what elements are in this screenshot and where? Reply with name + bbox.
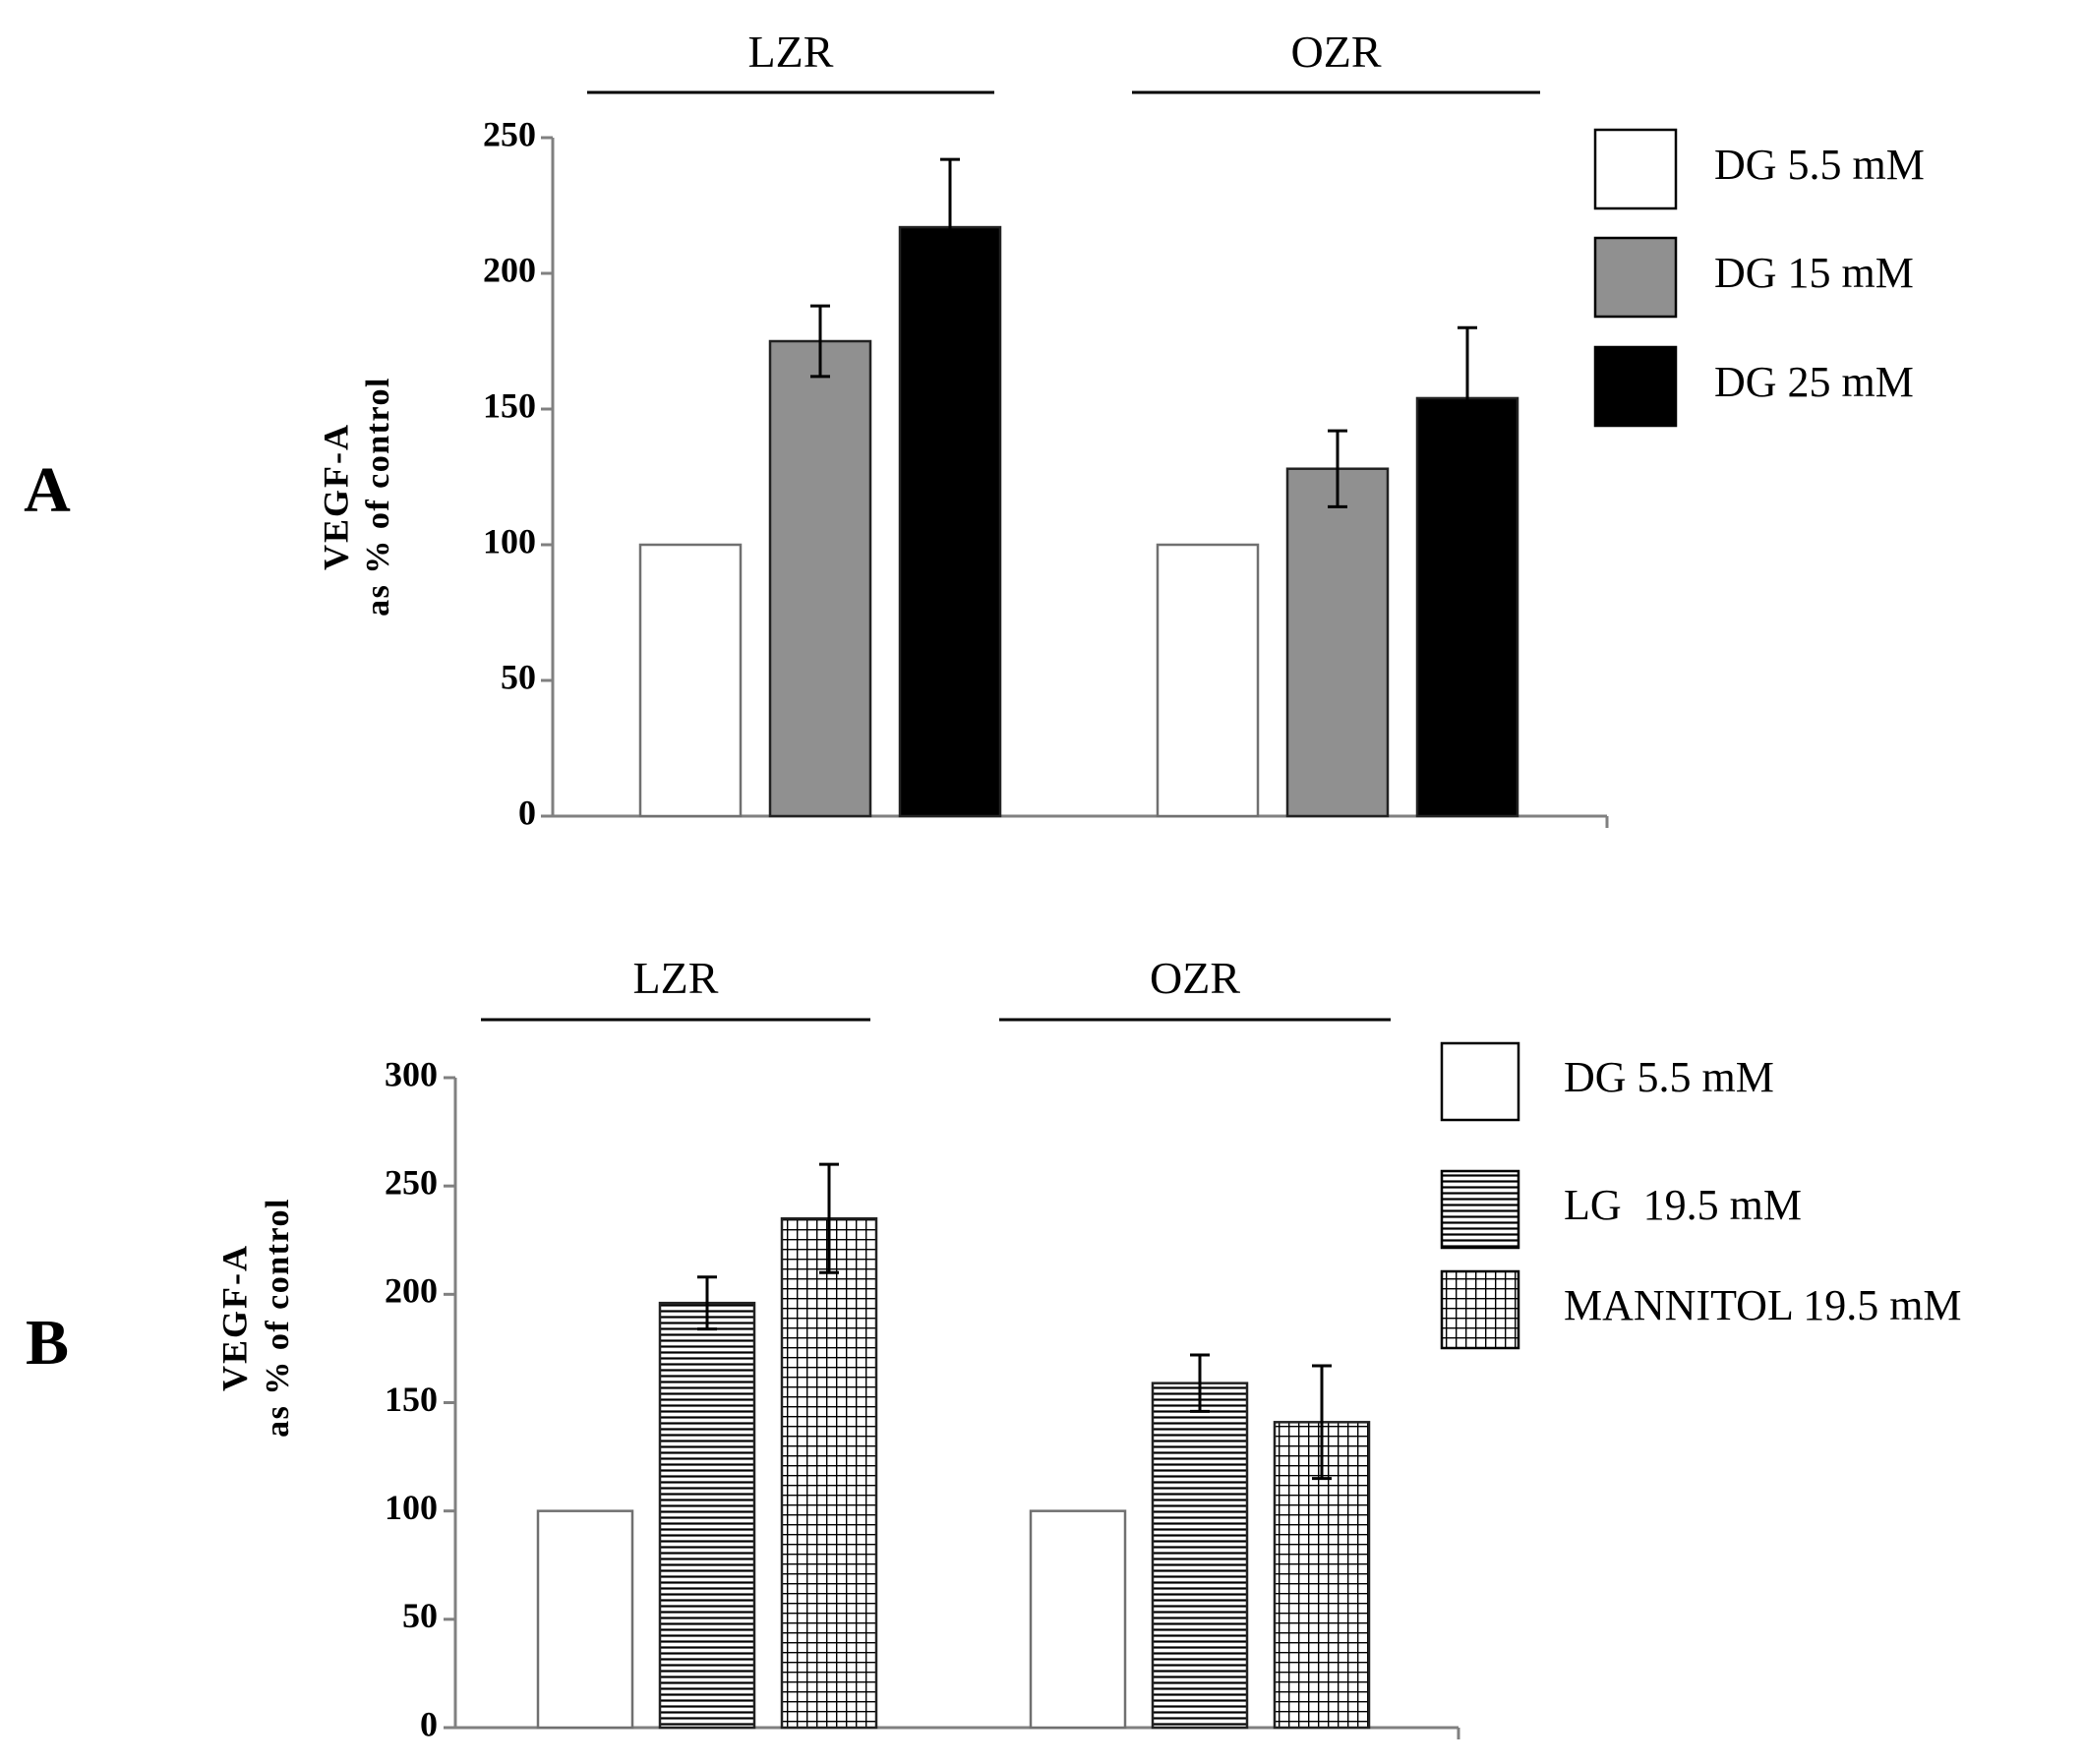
legend-swatch-1 [1440, 1169, 1520, 1250]
legend-swatch-0 [1593, 128, 1678, 210]
y-tick-label: 250 [385, 1162, 438, 1202]
panel-label: B [26, 1307, 69, 1379]
legend: DG 5.5 mM DG 15 mM DG 25 mM [1593, 128, 1925, 428]
bar-ozr-series-1 [1285, 467, 1390, 818]
bar-ozr-series-1 [1151, 1382, 1249, 1730]
y-tick-label: 100 [483, 521, 536, 560]
legend-swatch-0 [1440, 1041, 1520, 1122]
y-tick-label: 250 [483, 114, 536, 153]
y-tick-label: 200 [385, 1271, 438, 1311]
panel-label: A [24, 454, 71, 526]
legend-swatch-2 [1440, 1269, 1520, 1350]
legend-label-1: LG 19.5 mM [1564, 1181, 1802, 1229]
y-tick-label: 150 [483, 385, 536, 425]
y-tick-label: 150 [385, 1380, 438, 1419]
bar-lzr-series-2 [898, 225, 1002, 818]
group-label-ozr: OZR [1150, 953, 1240, 1003]
legend-label-2: DG 25 mM [1714, 358, 1914, 406]
y-axis-title: VEGF-A [214, 1244, 254, 1391]
chart-panel-b: B VEGF-A as % of control 0 50 100 150 200 250 300… [26, 953, 1962, 1743]
bar-lzr-series-0 [638, 543, 743, 818]
bar-lzr-series-1 [768, 339, 872, 818]
bar-ozr-series-0 [1029, 1509, 1127, 1730]
legend-label-2: MANNITOL 19.5 mM [1564, 1281, 1962, 1329]
bar-lzr-series-1 [658, 1301, 756, 1730]
y-tick-label: 100 [385, 1488, 438, 1527]
y-tick-label: 200 [483, 250, 536, 289]
y-axis-subtitle: as % of control [360, 377, 396, 617]
y-axis-subtitle: as % of control [260, 1198, 296, 1438]
y-tick-label: 0 [420, 1704, 438, 1743]
y-axis-title: VEGF-A [316, 423, 355, 570]
group-label-lzr: LZR [748, 27, 834, 77]
legend-label-1: DG 15 mM [1714, 249, 1914, 297]
y-tick-label: 50 [402, 1596, 438, 1635]
bar-lzr-series-2 [780, 1216, 878, 1730]
y-tick-label: 0 [518, 793, 536, 832]
legend-swatch-1 [1593, 236, 1678, 319]
group-label-lzr: LZR [633, 953, 719, 1003]
bar-ozr-series-0 [1156, 543, 1260, 818]
y-tick-label: 300 [385, 1054, 438, 1093]
bar-lzr-series-0 [536, 1509, 634, 1730]
chart-panel-a: A VEGF-A as % of control 0 50 100 150 200 250 LZR… [24, 27, 1925, 832]
legend: DG 5.5 mM LG 19.5 mM MANNITOL 19.5 mM [1440, 1041, 1962, 1350]
y-tick-label: 50 [501, 657, 536, 696]
group-label-ozr: OZR [1291, 27, 1382, 77]
legend-label-0: DG 5.5 mM [1564, 1053, 1774, 1101]
legend-swatch-2 [1593, 345, 1678, 428]
legend-label-0: DG 5.5 mM [1714, 141, 1925, 189]
